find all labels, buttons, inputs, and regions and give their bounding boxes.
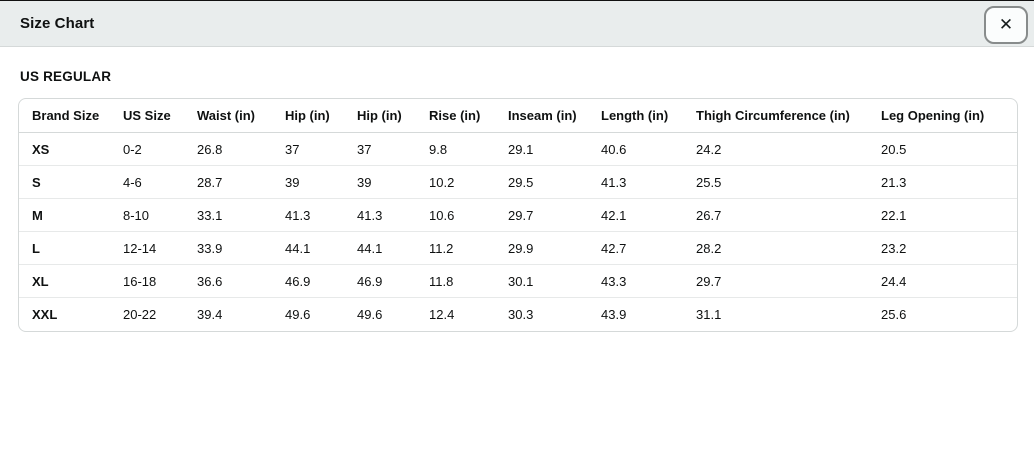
table-row: XL 16-18 36.6 46.9 46.9 11.8 30.1 43.3 29.7 24.4 <box>19 265 1017 298</box>
value-cell: 30.3 <box>508 307 534 322</box>
table-row: XXL 20-22 39.4 49.6 49.6 12.4 30.3 43.9 31.1 25.6 <box>19 298 1017 331</box>
value-cell: 25.5 <box>683 166 868 199</box>
value-cell: 46.9 <box>272 265 344 298</box>
row-label-cell: XL <box>19 265 110 298</box>
value-cell: 39 <box>272 166 344 199</box>
table-row: S 4-6 28.7 39 39 10.2 29.5 41.3 25.5 21.3 <box>19 166 1017 199</box>
value-cell: 40.6 <box>588 133 683 166</box>
table-header-row: Brand Size US Size Waist (in) Hip (in) Hip (… <box>19 99 1017 133</box>
column-header: Rise (in) <box>416 99 495 133</box>
value-cell: 30.1 <box>495 265 588 298</box>
value-cell: 42.1 <box>588 199 683 232</box>
value-cell: 49.6 <box>357 307 383 322</box>
row-label-cell: S <box>19 166 110 199</box>
modal-header: Size Chart ✕ <box>0 1 1034 47</box>
row-label-cell: L <box>19 232 110 265</box>
value-cell: 29.9 <box>495 232 588 265</box>
value-cell: 39.4 <box>197 307 223 322</box>
value-cell: 49.6 <box>285 307 311 322</box>
table-body: XS 0-2 26.8 37 37 9.8 29.1 40.6 24.2 20.5 S 4-6 28.7… <box>19 133 1017 331</box>
value-cell: 25.6 <box>881 307 907 322</box>
value-cell: 29.7 <box>683 265 868 298</box>
value-cell: 26.8 <box>184 133 272 166</box>
value-cell: 12.4 <box>429 307 455 322</box>
column-header: Hip (in) <box>272 99 344 133</box>
value-cell: 29.5 <box>495 166 588 199</box>
table-row: M 8-10 33.1 41.3 41.3 10.6 29.7 42.1 26.7 22.1 <box>19 199 1017 232</box>
value-cell: 43.9 <box>601 307 627 322</box>
value-cell: 36.6 <box>184 265 272 298</box>
column-header: Brand Size <box>19 99 110 133</box>
value-cell: 39 <box>344 166 416 199</box>
value-cell: 23.2 <box>868 232 1017 265</box>
value-cell: 11.8 <box>416 265 495 298</box>
value-cell: 41.3 <box>272 199 344 232</box>
value-cell: 12-14 <box>110 232 184 265</box>
value-cell: 44.1 <box>272 232 344 265</box>
table-row: XS 0-2 26.8 37 37 9.8 29.1 40.6 24.2 20.5 <box>19 133 1017 166</box>
column-header: Leg Opening (in) <box>868 99 1017 133</box>
value-cell: 4-6 <box>110 166 184 199</box>
value-cell: 28.2 <box>683 232 868 265</box>
column-header: Hip (in) <box>344 99 416 133</box>
value-cell: 31.1 <box>696 307 722 322</box>
column-header: Inseam (in) <box>495 99 588 133</box>
column-header: Length (in) <box>588 99 683 133</box>
value-cell: 37 <box>344 133 416 166</box>
value-cell: 41.3 <box>344 199 416 232</box>
value-cell: 33.1 <box>184 199 272 232</box>
close-button[interactable]: ✕ <box>984 5 1028 44</box>
value-cell: 24.4 <box>868 265 1017 298</box>
value-cell: 29.7 <box>495 199 588 232</box>
table-row: L 12-14 33.9 44.1 44.1 11.2 29.9 42.7 28.2 23.2 <box>19 232 1017 265</box>
value-cell: 28.7 <box>184 166 272 199</box>
column-header: US Size <box>110 99 184 133</box>
row-label-cell: XS <box>19 133 110 166</box>
value-cell: 22.1 <box>868 199 1017 232</box>
value-cell: 29.1 <box>495 133 588 166</box>
column-header: Thigh Circumference (in) <box>683 99 868 133</box>
value-cell: 42.7 <box>588 232 683 265</box>
value-cell: 37 <box>272 133 344 166</box>
value-cell: 20.5 <box>868 133 1017 166</box>
row-label-cell: XXL <box>32 307 58 322</box>
section-label-us-regular: US REGULAR <box>20 69 112 84</box>
modal-body: US REGULAR Brand Size US Size Waist (in) Hi… <box>0 47 1034 332</box>
value-cell: 10.2 <box>416 166 495 199</box>
value-cell: 43.3 <box>588 265 683 298</box>
size-chart-table: Brand Size US Size Waist (in) Hip (in) Hip (… <box>18 98 1018 332</box>
value-cell: 10.6 <box>416 199 495 232</box>
value-cell: 11.2 <box>416 232 495 265</box>
value-cell: 41.3 <box>588 166 683 199</box>
row-label-cell: M <box>19 199 110 232</box>
value-cell: 24.2 <box>683 133 868 166</box>
value-cell: 21.3 <box>868 166 1017 199</box>
close-icon: ✕ <box>998 15 1014 34</box>
column-header: Waist (in) <box>184 99 272 133</box>
value-cell: 0-2 <box>110 133 184 166</box>
value-cell: 33.9 <box>184 232 272 265</box>
value-cell: 16-18 <box>110 265 184 298</box>
value-cell: 20-22 <box>123 307 157 322</box>
value-cell: 9.8 <box>416 133 495 166</box>
value-cell: 46.9 <box>344 265 416 298</box>
value-cell: 8-10 <box>110 199 184 232</box>
modal-title: Size Chart <box>20 15 95 32</box>
value-cell: 44.1 <box>344 232 416 265</box>
table-header: Brand Size US Size Waist (in) Hip (in) Hip (… <box>19 99 1017 133</box>
value-cell: 26.7 <box>683 199 868 232</box>
